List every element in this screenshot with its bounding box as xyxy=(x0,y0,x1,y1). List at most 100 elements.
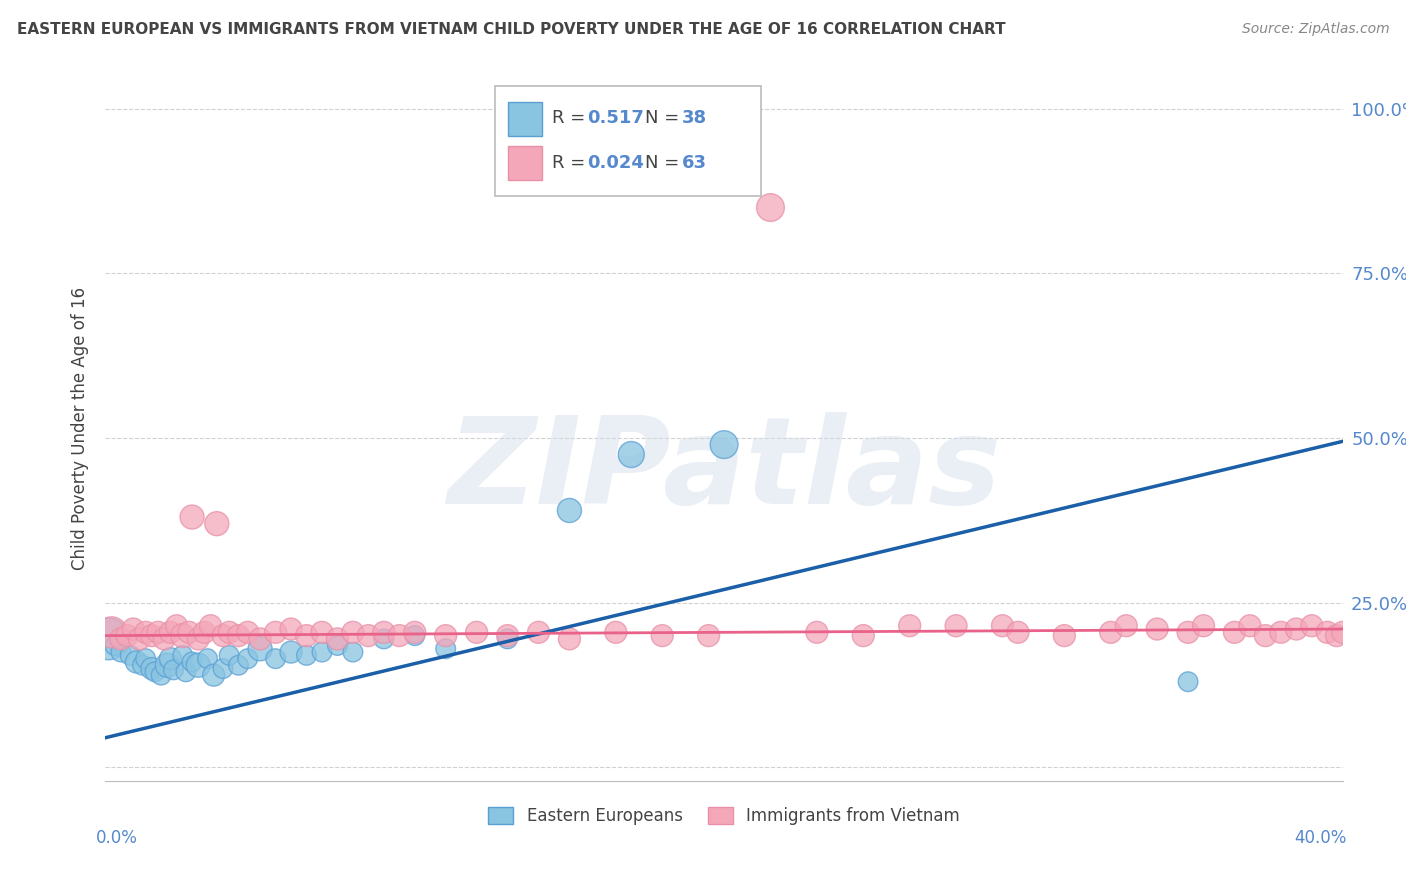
Text: 0.517: 0.517 xyxy=(586,109,644,127)
Text: R =: R = xyxy=(553,109,591,127)
Point xyxy=(558,503,581,517)
Point xyxy=(212,629,235,643)
Point xyxy=(264,651,287,665)
Point xyxy=(605,625,627,640)
Text: 0.024: 0.024 xyxy=(586,154,644,172)
Point xyxy=(434,629,457,643)
Point xyxy=(1331,625,1354,640)
Point xyxy=(945,618,967,632)
Point xyxy=(205,516,228,531)
Point xyxy=(128,632,150,646)
Point xyxy=(295,648,318,663)
Point xyxy=(311,625,333,640)
Point xyxy=(697,629,720,643)
Point xyxy=(218,648,240,663)
Point xyxy=(197,651,219,665)
Point xyxy=(558,632,581,646)
Point xyxy=(373,625,395,640)
Point xyxy=(228,629,250,643)
Point xyxy=(465,625,488,640)
Point xyxy=(496,629,519,643)
Point xyxy=(1270,625,1292,640)
Text: 63: 63 xyxy=(682,154,707,172)
Point xyxy=(620,448,643,462)
Point xyxy=(153,632,176,646)
Text: N =: N = xyxy=(645,154,685,172)
Point xyxy=(527,625,550,640)
Point xyxy=(187,632,209,646)
Legend: Eastern Europeans, Immigrants from Vietnam: Eastern Europeans, Immigrants from Vietn… xyxy=(482,800,966,832)
Point xyxy=(135,651,157,665)
Point xyxy=(172,648,194,663)
Point xyxy=(404,625,426,640)
Point xyxy=(122,622,145,636)
Point xyxy=(156,658,179,673)
Point xyxy=(166,618,188,632)
Point xyxy=(200,618,222,632)
Point xyxy=(1177,625,1199,640)
Point xyxy=(1285,622,1308,636)
Point xyxy=(280,622,302,636)
Point xyxy=(249,632,271,646)
Point xyxy=(713,437,735,451)
FancyBboxPatch shape xyxy=(508,146,543,180)
Point xyxy=(115,629,138,643)
Point xyxy=(236,625,259,640)
Point xyxy=(1254,629,1277,643)
Point xyxy=(1115,618,1137,632)
FancyBboxPatch shape xyxy=(508,102,543,136)
Point xyxy=(100,625,122,640)
Y-axis label: Child Poverty Under the Age of 16: Child Poverty Under the Age of 16 xyxy=(70,286,89,570)
Point xyxy=(141,661,163,675)
Text: Source: ZipAtlas.com: Source: ZipAtlas.com xyxy=(1241,22,1389,37)
Point xyxy=(1223,625,1246,640)
Point xyxy=(295,629,318,643)
Point xyxy=(1007,625,1029,640)
Text: 38: 38 xyxy=(682,109,707,127)
Point xyxy=(228,658,250,673)
Point xyxy=(236,651,259,665)
FancyBboxPatch shape xyxy=(495,87,761,195)
Text: 0.0%: 0.0% xyxy=(96,829,138,847)
Point xyxy=(110,632,132,646)
Point xyxy=(120,648,142,663)
Point xyxy=(326,639,349,653)
Point xyxy=(135,625,157,640)
Point xyxy=(125,655,148,669)
Point xyxy=(759,201,782,215)
Point xyxy=(1053,629,1076,643)
Point xyxy=(1099,625,1122,640)
Point xyxy=(806,625,828,640)
Point xyxy=(373,632,395,646)
Point xyxy=(159,651,181,665)
Point xyxy=(177,625,200,640)
Point xyxy=(1326,629,1348,643)
Point xyxy=(131,658,153,673)
Point xyxy=(202,668,225,682)
Point xyxy=(1177,674,1199,689)
Point xyxy=(97,632,120,646)
Point xyxy=(1301,618,1323,632)
Point xyxy=(326,632,349,646)
Point xyxy=(311,645,333,659)
Point xyxy=(264,625,287,640)
Point xyxy=(651,629,673,643)
Point xyxy=(104,639,127,653)
Point xyxy=(141,629,163,643)
Point xyxy=(898,618,921,632)
Point xyxy=(404,629,426,643)
Point xyxy=(181,655,204,669)
Point xyxy=(991,618,1014,632)
Point xyxy=(187,658,209,673)
Text: EASTERN EUROPEAN VS IMMIGRANTS FROM VIETNAM CHILD POVERTY UNDER THE AGE OF 16 CO: EASTERN EUROPEAN VS IMMIGRANTS FROM VIET… xyxy=(17,22,1005,37)
Point xyxy=(249,641,271,656)
Point xyxy=(174,665,197,679)
Point xyxy=(162,663,184,677)
Point xyxy=(1316,625,1339,640)
Point xyxy=(146,625,169,640)
Text: N =: N = xyxy=(645,109,685,127)
Point xyxy=(181,510,204,524)
Point xyxy=(852,629,875,643)
Point xyxy=(1192,618,1215,632)
Point xyxy=(434,641,457,656)
